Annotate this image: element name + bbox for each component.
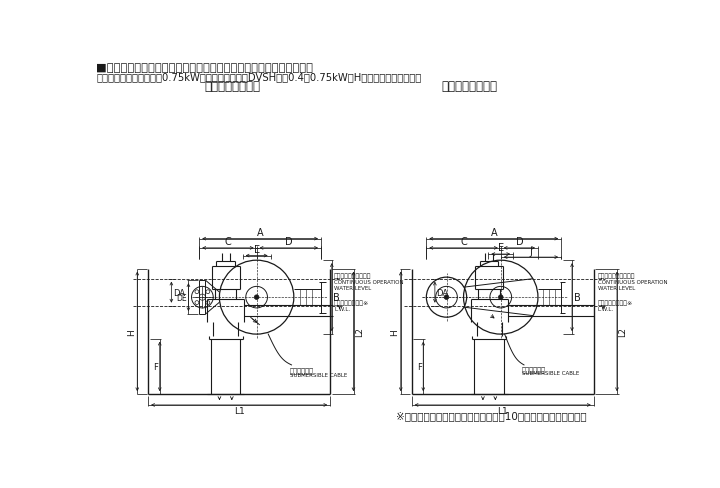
Text: CONTINUOUS OPERATION: CONTINUOUS OPERATION (598, 280, 667, 285)
Text: L2: L2 (355, 327, 364, 337)
Text: 吐出し曲管分割形: 吐出し曲管分割形 (441, 80, 497, 93)
Text: E: E (498, 243, 504, 253)
Text: WATER LEVEL: WATER LEVEL (334, 285, 372, 290)
Text: L.W.L.: L.W.L. (598, 307, 613, 312)
Text: 運転可能最低水位※: 運転可能最低水位※ (598, 300, 633, 305)
Text: D: D (516, 237, 523, 247)
Text: F: F (153, 362, 158, 371)
Text: B: B (574, 292, 580, 303)
Text: 吐出し曲管一体形: 吐出し曲管一体形 (204, 80, 261, 93)
Text: C: C (460, 237, 467, 247)
Circle shape (444, 295, 449, 300)
Text: 運転可能最低水位※: 運転可能最低水位※ (334, 300, 369, 305)
Text: CONTINUOUS OPERATION: CONTINUOUS OPERATION (334, 280, 404, 285)
Circle shape (254, 295, 259, 300)
Text: SUBMERSIBLE CABLE: SUBMERSIBLE CABLE (290, 372, 347, 377)
Text: SUBMERSIBLE CABLE: SUBMERSIBLE CABLE (522, 370, 579, 376)
Circle shape (498, 295, 503, 300)
Text: A: A (490, 227, 497, 238)
Text: ■外形寸法図　計画・実施に際しては納入仕様書をご請求ください。: ■外形寸法図 計画・実施に際しては納入仕様書をご請求ください。 (96, 63, 313, 73)
Text: DA: DA (173, 288, 185, 297)
Text: C: C (225, 237, 231, 247)
Text: 水中ケーブル: 水中ケーブル (290, 366, 314, 373)
Text: H: H (127, 328, 136, 335)
Text: A: A (257, 227, 264, 238)
Text: L.W.L.: L.W.L. (334, 307, 350, 312)
Text: DE: DE (176, 293, 187, 302)
Text: E: E (253, 244, 260, 255)
Text: WATER LEVEL: WATER LEVEL (598, 285, 635, 290)
Text: L1: L1 (234, 407, 245, 416)
Text: ※　運転可能最低水位での運転時間は10分以内にしてください。: ※ 運転可能最低水位での運転時間は10分以内にしてください。 (396, 410, 587, 421)
Text: 水中ケーブル: 水中ケーブル (522, 365, 546, 372)
Text: J: J (529, 246, 532, 256)
Text: L2: L2 (618, 327, 628, 337)
Text: 連続運転可能最低水位: 連続運転可能最低水位 (598, 273, 635, 278)
Text: DA: DA (436, 288, 449, 297)
Text: L1: L1 (498, 407, 508, 416)
Text: 非自動形（異電圧仕様0.75kW以下及び高温仕様DVSH型の0.4、0.75kWはH寸法が異なります。）: 非自動形（異電圧仕様0.75kW以下及び高温仕様DVSH型の0.4、0.75kW… (96, 72, 421, 81)
Text: B: B (333, 292, 340, 303)
Text: H: H (390, 328, 399, 335)
Text: 連続運転可能最低水位: 連続運転可能最低水位 (334, 273, 372, 278)
Text: F: F (417, 362, 422, 371)
Text: D: D (285, 237, 292, 247)
